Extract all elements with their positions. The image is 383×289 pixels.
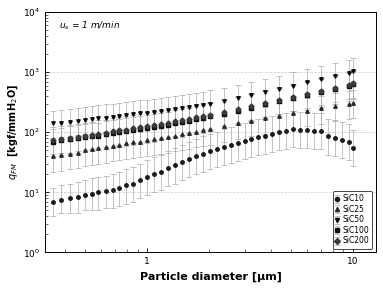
Legend: SiC10, SiC25, SiC50, SiC100, SiC200: SiC10, SiC25, SiC50, SiC100, SiC200 <box>332 191 372 249</box>
Y-axis label: $q_{FM}$  [kgf/mmH$_2$O]: $q_{FM}$ [kgf/mmH$_2$O] <box>7 84 20 180</box>
Text: $\mathit{u}_s$ = 1 m/min: $\mathit{u}_s$ = 1 m/min <box>59 19 120 32</box>
X-axis label: Particle diameter [μm]: Particle diameter [μm] <box>140 272 282 282</box>
